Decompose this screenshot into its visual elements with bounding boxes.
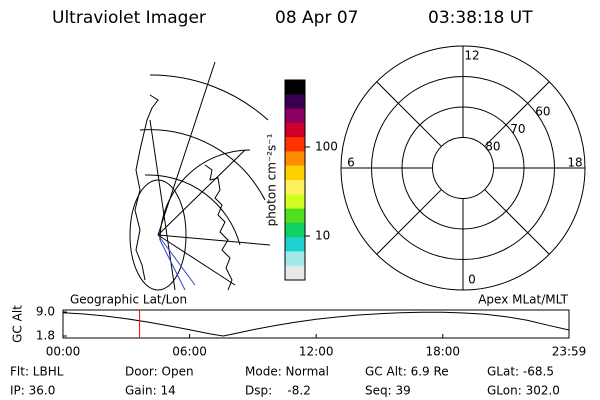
status-field: Dsp: -8.2	[245, 384, 311, 398]
polar-mlt-label: 12	[464, 49, 479, 63]
title: Ultraviolet Imager	[52, 8, 206, 28]
altitude-line	[62, 311, 570, 337]
status-field: GLat: -68.5	[487, 365, 554, 379]
polar-spoke	[376, 189, 442, 255]
map-title: Geographic Lat/Lon	[70, 293, 187, 307]
colorbar-tick-label: 100	[315, 139, 338, 153]
colorbar-segment	[285, 137, 305, 152]
polar-ring	[401, 106, 525, 230]
status-field: Seq: 39	[365, 384, 411, 398]
polar-ring-label: 80	[485, 140, 500, 154]
y-tick-label: 9.0	[36, 305, 55, 319]
map-graphics	[129, 61, 271, 291]
colorbar-segment	[285, 194, 305, 210]
date: 08 Apr 07	[275, 8, 358, 28]
polar-spoke	[484, 189, 550, 255]
polar-ring	[371, 76, 555, 260]
x-tick-label: 00:00	[46, 345, 81, 359]
colorbar-segment	[285, 208, 305, 224]
status-field: Gain: 14	[125, 384, 176, 398]
y-axis-label: GC Alt	[11, 305, 25, 343]
colorbar-frame	[284, 79, 306, 281]
colorbar-tick-label: 10	[315, 228, 330, 242]
x-tick-label: 12:00	[299, 345, 334, 359]
time: 03:38:18 UT	[428, 8, 533, 28]
status-field: Door: Open	[125, 365, 194, 379]
status-field: Mode: Normal	[245, 365, 329, 379]
colorbar-segment	[285, 222, 305, 238]
colorbar-segment	[285, 80, 305, 95]
x-tick-label: 06:00	[172, 345, 207, 359]
colorbar-segment	[285, 237, 305, 252]
status-field: GC Alt: 6.9 Re	[365, 365, 449, 379]
polar-ring-label: 60	[535, 105, 550, 119]
polar-spoke	[484, 81, 550, 147]
polar-mlt-label: 6	[347, 156, 355, 170]
colorbar-segment	[285, 265, 305, 281]
x-tick-label: 23:59	[552, 345, 587, 359]
colorbar-segment	[285, 251, 305, 267]
status-field: Flt: LBHL	[10, 365, 64, 379]
status-field: IP: 36.0	[10, 384, 55, 398]
colorbar-segment	[285, 122, 305, 138]
polar-ring-label: 70	[510, 122, 525, 136]
colorbar-segment	[285, 180, 305, 195]
polar-mlt-label: 0	[468, 273, 476, 287]
colorbar-segment	[285, 165, 305, 181]
polar-spoke	[376, 81, 442, 147]
polar-ring	[432, 137, 494, 199]
x-tick-label: 18:00	[425, 345, 460, 359]
colorbar-segment	[285, 94, 305, 110]
polar-mlt-label: 18	[567, 156, 582, 170]
status-field: GLon: 302.0	[487, 384, 560, 398]
colorbar-label: photon cm⁻²s⁻¹	[265, 133, 279, 226]
polar-title: Apex MLat/MLT	[478, 293, 568, 307]
colorbar-segment	[285, 151, 305, 167]
plot-frame	[62, 309, 570, 339]
colorbar-segment	[285, 108, 305, 124]
y-tick-label: 1.8	[36, 329, 55, 343]
